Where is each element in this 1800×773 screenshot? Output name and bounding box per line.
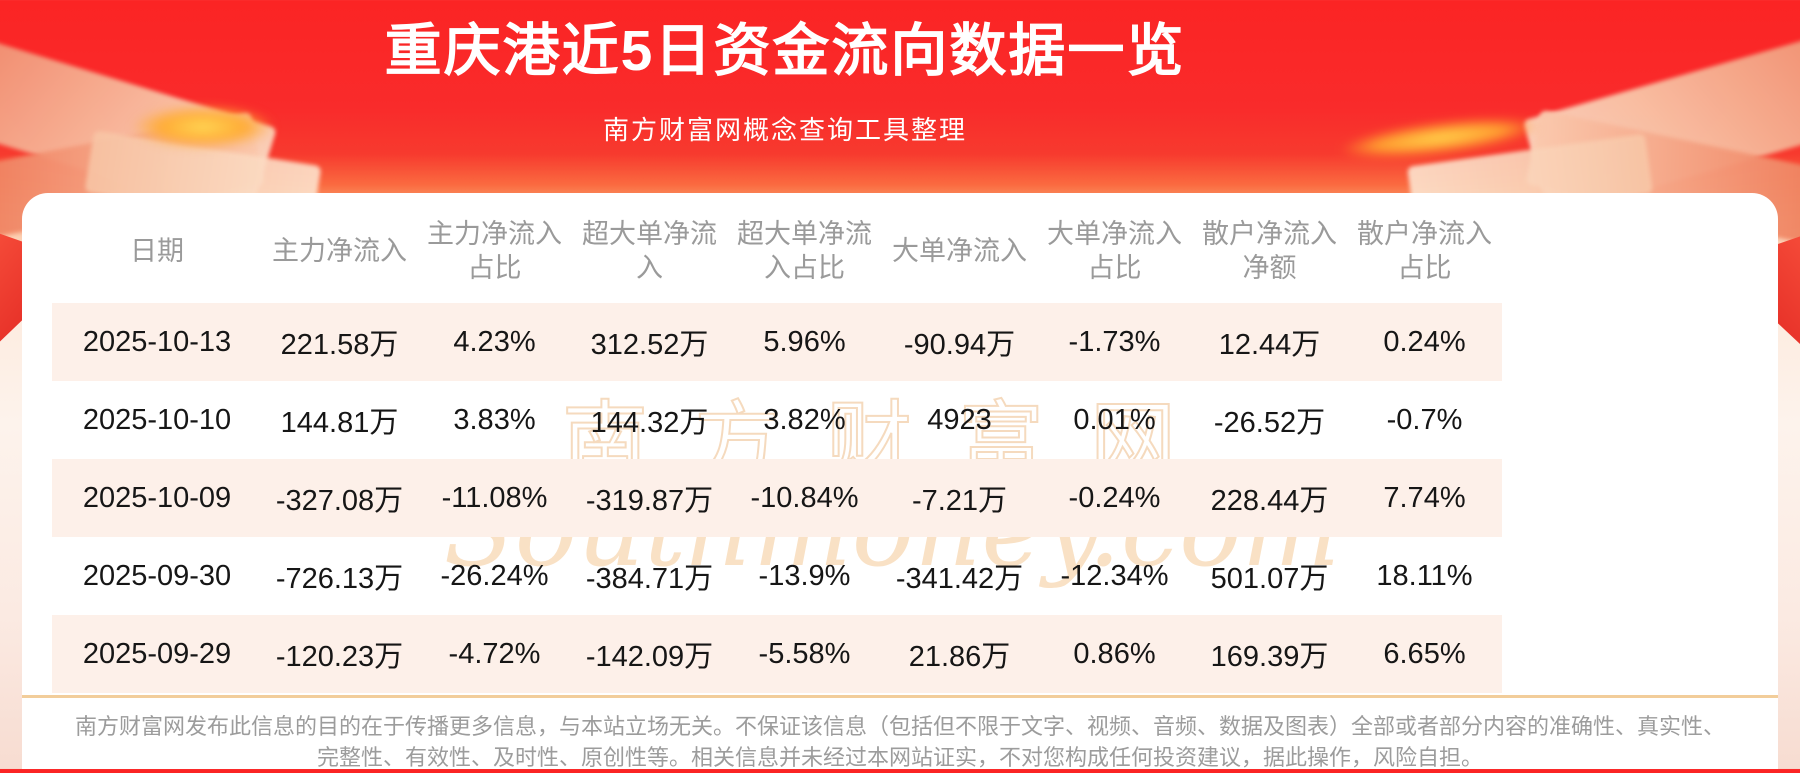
cell-r1-c8: -0.7% — [1386, 403, 1463, 436]
cell-r2-c7: 228.44万 — [1210, 485, 1329, 517]
table-row-0: 2025-10-13 221.58万 4.23% 312.52万 5.96% -90.94… — [52, 303, 1502, 381]
cell-r0-c0: 2025-10-13 — [82, 325, 232, 358]
data-card: 南方财富网 Southmoney.com 日期 主力净流入 主力净流入占比 超大单净流… — [22, 193, 1778, 770]
cell-r2-c0: 2025-10-09 — [82, 481, 232, 514]
cell-r1-c2: 3.83% — [453, 403, 536, 436]
cell-r2-c5: -7.21万 — [911, 485, 1008, 517]
column-header-7: 散户净流入净额 — [1202, 219, 1337, 283]
fund-flow-table: 日期 主力净流入 主力净流入占比 超大单净流入 超大单净流入占比 大单净流入 大单净流入占比… — [52, 193, 1502, 693]
cell-r4-c2: -4.72% — [448, 637, 541, 670]
cell-r2-c6: -0.24% — [1068, 481, 1161, 514]
cell-r2-c3: -319.87万 — [585, 485, 714, 517]
table-row-3: 2025-09-30 -726.13万 -26.24% -384.71万 -13.9% -… — [52, 537, 1502, 615]
cell-r4-c5: 21.86万 — [908, 641, 1011, 673]
cell-r4-c7: 169.39万 — [1210, 641, 1329, 673]
table-row-1: 2025-10-10 144.81万 3.83% 144.32万 3.82% 4923 0.… — [52, 381, 1502, 459]
table-body: 2025-10-13 221.58万 4.23% 312.52万 5.96% -90.94… — [52, 303, 1502, 693]
cell-r4-c1: -120.23万 — [275, 641, 404, 673]
column-header-3: 超大单净流入 — [582, 219, 717, 283]
table-footer-divider — [22, 695, 1778, 698]
column-header-6: 大单净流入占比 — [1047, 219, 1182, 283]
cell-r2-c4: -10.84% — [750, 481, 859, 514]
cell-r0-c2: 4.23% — [453, 325, 536, 358]
column-header-8: 散户净流入占比 — [1357, 219, 1492, 283]
cell-r2-c8: 7.74% — [1383, 481, 1466, 514]
cell-r0-c3: 312.52万 — [590, 329, 709, 361]
cell-r3-c4: -13.9% — [758, 559, 851, 592]
cell-r2-c2: -11.08% — [441, 481, 548, 514]
cell-r3-c6: -12.34% — [1060, 559, 1169, 592]
cell-r0-c5: -90.94万 — [903, 329, 1016, 361]
cell-r3-c1: -726.13万 — [275, 563, 404, 595]
cell-r0-c7: 12.44万 — [1218, 329, 1321, 361]
disclaimer: 南方财富网发布此信息的目的在于传播更多信息，与本站立场无关。不保证该信息（包括但… — [22, 711, 1778, 773]
cell-r3-c8: 18.11% — [1376, 559, 1473, 592]
table-row-4: 2025-09-29 -120.23万 -4.72% -142.09万 -5.58% 21… — [52, 615, 1502, 693]
disclaimer-line-1: 南方财富网发布此信息的目的在于传播更多信息，与本站立场无关。不保证该信息（包括但… — [74, 714, 1725, 739]
cell-r3-c3: -384.71万 — [585, 563, 714, 595]
cell-r0-c8: 0.24% — [1383, 325, 1466, 358]
cell-r0-c1: 221.58万 — [280, 329, 399, 361]
cell-r3-c2: -26.24% — [440, 559, 549, 592]
column-header-1: 主力净流入 — [272, 236, 407, 266]
table-row-2: 2025-10-09 -327.08万 -11.08% -319.87万 -10.84%… — [52, 459, 1502, 537]
cell-r4-c6: 0.86% — [1073, 637, 1156, 670]
page-title: 重庆港近5日资金流向数据一览 — [384, 19, 1186, 83]
header: 重庆港近5日资金流向数据一览 南方财富网概念查询工具整理 — [0, 0, 1570, 147]
disclaimer-line-2: 完整性、有效性、及时性、原创性等。相关信息并未经过本网站证实，不对您构成任何投资… — [316, 745, 1483, 770]
table-header: 日期 主力净流入 主力净流入占比 超大单净流入 超大单净流入占比 大单净流入 大单净流入占比… — [52, 193, 1502, 303]
cell-r4-c8: 6.65% — [1383, 637, 1466, 670]
cell-r3-c5: -341.42万 — [895, 563, 1024, 595]
cell-r3-c0: 2025-09-30 — [82, 559, 232, 592]
cell-r4-c3: -142.09万 — [585, 641, 714, 673]
cell-r0-c6: -1.73% — [1068, 325, 1161, 358]
cell-r3-c7: 501.07万 — [1210, 563, 1329, 595]
cell-r1-c3: 144.32万 — [590, 407, 709, 439]
cell-r0-c4: 5.96% — [763, 325, 846, 358]
table-header-row: 日期 主力净流入 主力净流入占比 超大单净流入 超大单净流入占比 大单净流入 大单净流入占比… — [52, 193, 1502, 303]
cell-r1-c6: 0.01% — [1073, 403, 1156, 436]
column-header-0: 日期 — [130, 236, 184, 266]
column-header-2: 主力净流入占比 — [427, 219, 562, 283]
cell-r1-c5: 4923 — [927, 403, 992, 436]
cell-r1-c0: 2025-10-10 — [82, 403, 232, 436]
page-subtitle: 南方财富网概念查询工具整理 — [602, 115, 967, 145]
cell-r1-c4: 3.82% — [763, 403, 846, 436]
cell-r1-c1: 144.81万 — [280, 407, 399, 439]
cell-r2-c1: -327.08万 — [275, 485, 404, 517]
cell-r4-c0: 2025-09-29 — [82, 637, 232, 670]
cell-r4-c4: -5.58% — [758, 637, 851, 670]
column-header-4: 超大单净流入占比 — [737, 219, 872, 283]
cell-r1-c7: -26.52万 — [1213, 407, 1326, 439]
column-header-5: 大单净流入 — [892, 236, 1027, 266]
